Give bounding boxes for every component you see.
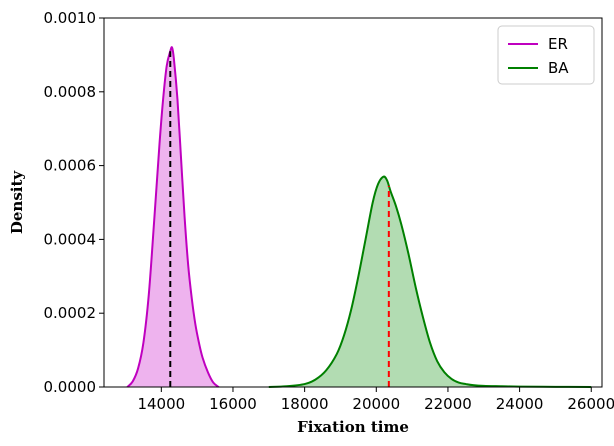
y-tick-label: 0.0002 (44, 304, 97, 322)
x-tick-label: 14000 (137, 395, 185, 413)
y-tick-label: 0.0006 (44, 157, 97, 175)
x-tick-label: 26000 (567, 395, 614, 413)
curve-er (126, 46, 220, 388)
x-axis: 14000 16000 18000 20000 22000 24000 26000 (137, 387, 614, 413)
x-tick-label: 22000 (424, 395, 472, 413)
x-tick-label: 18000 (281, 395, 329, 413)
legend-label-ba: BA (548, 59, 569, 77)
curve-ba (268, 175, 592, 388)
x-tick-label: 20000 (352, 395, 400, 413)
legend-label-er: ER (548, 35, 568, 53)
y-tick-label: 0.0004 (44, 230, 97, 248)
y-axis-title: Density (8, 170, 26, 235)
density-areas (127, 47, 592, 387)
plot-frame (103, 17, 603, 388)
x-tick-label: 16000 (209, 395, 257, 413)
mean-lines (169, 51, 390, 387)
y-axis: 0.0000 0.0002 0.0004 0.0006 0.0008 0.0010 (44, 9, 104, 396)
y-tick-label: 0.0008 (44, 83, 97, 101)
area-er (127, 47, 219, 387)
x-tick-label: 24000 (496, 395, 544, 413)
density-curves (126, 46, 592, 388)
legend: ER BA (497, 25, 595, 85)
y-tick-label: 0.0010 (44, 9, 97, 27)
area-ba (268, 176, 592, 387)
x-axis-title: Fixation time (297, 418, 409, 436)
y-tick-label: 0.0000 (44, 378, 97, 396)
legend-box (497, 25, 595, 85)
